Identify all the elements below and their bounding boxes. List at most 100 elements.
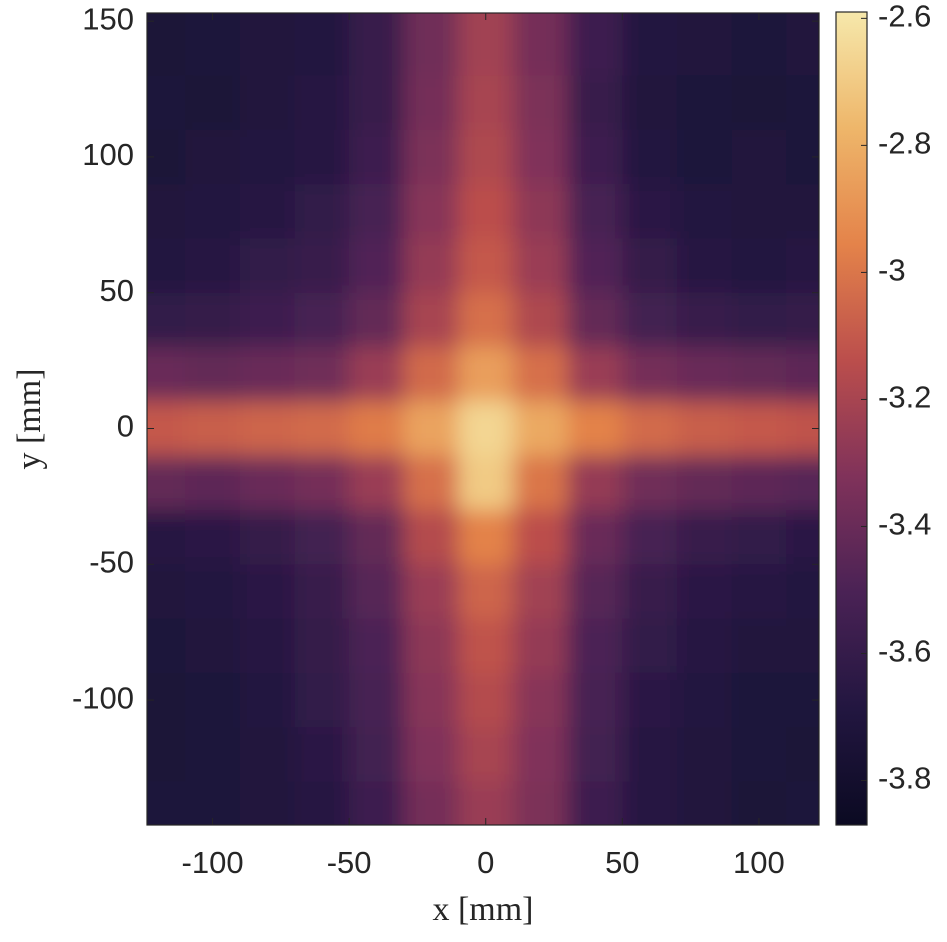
heatmap-cell: [185, 238, 241, 294]
heatmap-cell: [676, 509, 733, 565]
heatmap-cell: [185, 672, 241, 728]
heatmap-cell: [294, 13, 350, 76]
heatmap-cell: [676, 401, 733, 457]
heatmap-cell: [403, 509, 459, 565]
y-tick-label: 0: [117, 409, 134, 444]
heatmap-cell: [622, 672, 678, 728]
heatmap-cell: [147, 509, 186, 565]
heatmap-cell: [786, 564, 819, 620]
heatmap-cell: [349, 455, 405, 511]
heatmap-cell: [786, 455, 819, 511]
colorbar-tick-label: -3.8: [878, 761, 931, 796]
heatmap-cell: [294, 564, 350, 620]
heatmap-cell: [294, 618, 350, 674]
heatmap-cell: [513, 129, 569, 185]
heatmap-cell: [622, 781, 678, 825]
heatmap-cell: [403, 75, 459, 131]
heatmap-cell: [458, 347, 514, 402]
heatmap-cell: [786, 781, 819, 825]
heatmap-cell: [513, 238, 569, 294]
heatmap-cell: [294, 238, 350, 294]
heatmap-cell: [731, 184, 787, 239]
heatmap-cell: [622, 13, 678, 76]
x-tick-label: 50: [605, 845, 639, 880]
heatmap-cell: [349, 509, 405, 565]
heatmap-cell: [458, 564, 514, 620]
heatmap-cell: [786, 238, 819, 294]
heatmap-cell: [786, 727, 819, 783]
colorbar-tick-label: -3.2: [878, 380, 931, 415]
heatmap-cell: [239, 509, 296, 565]
heatmap-cell: [567, 509, 623, 565]
heatmap-cell: [458, 184, 514, 239]
x-tick-label: 100: [733, 845, 785, 880]
heatmap-cell: [349, 347, 405, 402]
heatmap-cell: [403, 618, 459, 674]
heatmap-cell: [185, 75, 241, 131]
colorbar-tick-label: -3.6: [878, 634, 931, 669]
heatmap-cell: [403, 13, 459, 76]
heatmap-cell: [403, 129, 459, 185]
heatmap-cell: [185, 564, 241, 620]
heatmap-cell: [239, 129, 296, 185]
heatmap-cell: [403, 727, 459, 783]
heatmap-cell: [676, 238, 733, 294]
heatmap-cell: [513, 13, 569, 76]
heatmap-cell: [731, 781, 787, 825]
heatmap-cell: [731, 13, 787, 76]
heatmap-cell: [567, 238, 623, 294]
heatmap-cell: [676, 13, 733, 76]
y-tick-label: 100: [82, 137, 134, 172]
x-axis-label: x [mm]: [432, 891, 533, 928]
heatmap-cell: [458, 672, 514, 728]
heatmap-cell: [458, 75, 514, 131]
heatmap-cell: [349, 564, 405, 620]
heatmap-cell: [731, 672, 787, 728]
heatmap-cell: [458, 781, 514, 825]
heatmap-cell: [567, 292, 623, 348]
colorbar-tick-label: -3: [878, 253, 906, 288]
heatmap-cell: [239, 401, 296, 457]
y-tick-label: -100: [72, 680, 134, 715]
heatmap-cell: [294, 184, 350, 239]
heatmap-cell: [676, 75, 733, 131]
colorbar-tick-label: -3.4: [878, 507, 931, 542]
heatmap-cell: [349, 184, 405, 239]
heatmap-cell: [513, 781, 569, 825]
heatmap-cell: [567, 672, 623, 728]
heatmap-cell: [294, 292, 350, 348]
heatmap-cell: [676, 347, 733, 402]
heatmap-cell: [513, 401, 569, 457]
heatmap-cell: [513, 184, 569, 239]
heatmap-cell: [239, 347, 296, 402]
heatmap-cell: [786, 13, 819, 76]
heatmap-cell: [513, 727, 569, 783]
heatmap-cell: [567, 184, 623, 239]
heatmap-cell: [731, 238, 787, 294]
heatmap-cell: [185, 292, 241, 348]
heatmap-cell: [458, 238, 514, 294]
heatmap-cell: [185, 455, 241, 511]
heatmap-cell: [185, 618, 241, 674]
heatmap-cell: [676, 727, 733, 783]
heatmap-cell: [294, 347, 350, 402]
heatmap-cell: [622, 455, 678, 511]
heatmap-cell: [294, 129, 350, 185]
heatmap-cell: [185, 401, 241, 457]
heatmap-cell: [786, 509, 819, 565]
heatmap-cell: [513, 292, 569, 348]
heatmap-cell: [349, 672, 405, 728]
heatmap-cell: [147, 13, 186, 76]
heatmap-cell: [458, 401, 514, 457]
heatmap-cell: [294, 672, 350, 728]
heatmap-cell: [676, 129, 733, 185]
heatmap-cell: [458, 13, 514, 76]
heatmap-cell: [567, 401, 623, 457]
heatmap-cell: [622, 727, 678, 783]
heatmap-cell: [513, 672, 569, 728]
heatmap-cell: [349, 781, 405, 825]
heatmap-cell: [731, 727, 787, 783]
heatmap-cell: [239, 292, 296, 348]
axes-box: [146, 12, 820, 826]
heatmap-cell: [731, 292, 787, 348]
